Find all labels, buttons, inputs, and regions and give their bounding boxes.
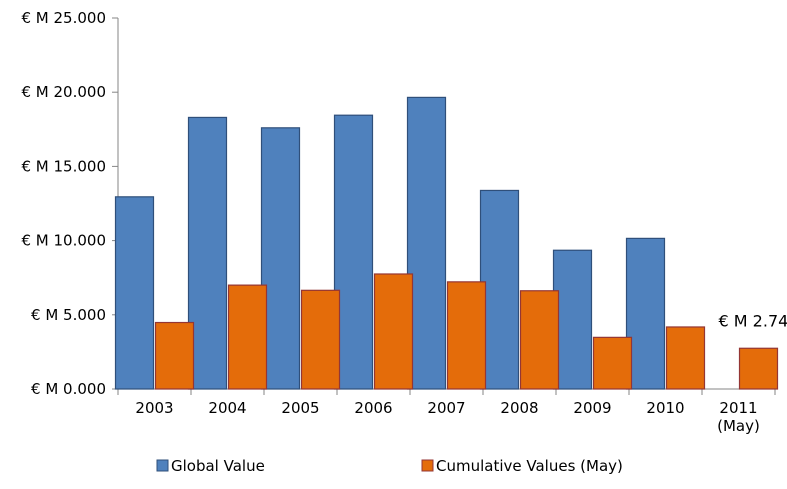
x-tick-label: 2008 bbox=[500, 399, 538, 417]
bar-cumulative-values-4 bbox=[446, 281, 487, 390]
y-tick-label: € M 0.000 bbox=[31, 380, 106, 398]
bar-global-value-6 bbox=[552, 249, 593, 390]
labels: € M 0.000 € M 5.000 € M 10.000 € M 15.000 € … bbox=[21, 9, 787, 435]
x-tick-label: 2010 bbox=[646, 399, 684, 417]
legend-label-0: Global Value bbox=[171, 457, 265, 475]
x-tick-label: 2009 bbox=[573, 399, 611, 417]
legend-label-1: Cumulative Values (May) bbox=[436, 457, 623, 475]
x-tick-label: 2003 bbox=[135, 399, 173, 417]
legend: Global Value Cumulative Values (May) bbox=[156, 457, 623, 475]
bar-cumulative-values-6 bbox=[592, 336, 633, 390]
legend-swatch-1 bbox=[421, 459, 434, 472]
x-tick-label: 2005 bbox=[281, 399, 319, 417]
x-tick-label: 2011 bbox=[719, 399, 757, 417]
bar-global-value-4 bbox=[406, 96, 447, 390]
bar-cumulative-values-8 bbox=[738, 347, 779, 390]
x-tick-label: 2004 bbox=[208, 399, 246, 417]
bar-global-value-1 bbox=[187, 116, 228, 390]
bar-cumulative-values-5 bbox=[519, 290, 560, 390]
x-tick-label: 2007 bbox=[427, 399, 465, 417]
y-tick-label: € M 5.000 bbox=[31, 306, 106, 324]
bar-global-value-2 bbox=[260, 127, 301, 390]
y-tick-label: € M 25.000 bbox=[21, 9, 106, 27]
data-label-annotation: € M 2.745 bbox=[719, 311, 787, 330]
bar-global-value-5 bbox=[479, 189, 520, 390]
y-tick-label: € M 10.000 bbox=[21, 232, 106, 250]
bar-global-value-0 bbox=[114, 196, 155, 390]
bar-global-value-7 bbox=[625, 237, 666, 390]
bar-cumulative-values-0 bbox=[154, 321, 195, 390]
bar-global-value-3 bbox=[333, 114, 374, 390]
x-tick-label: 2006 bbox=[354, 399, 392, 417]
bars bbox=[114, 96, 779, 390]
bar-cumulative-values-3 bbox=[373, 273, 414, 390]
y-tick-label: € M 20.000 bbox=[21, 83, 106, 101]
bar-cumulative-values-7 bbox=[665, 326, 706, 390]
x-tick-label: (May) bbox=[717, 417, 760, 435]
bar-cumulative-values-2 bbox=[300, 289, 341, 390]
y-tick-label: € M 15.000 bbox=[21, 157, 106, 175]
bar-cumulative-values-1 bbox=[227, 284, 268, 390]
legend-swatch-0 bbox=[156, 459, 169, 472]
